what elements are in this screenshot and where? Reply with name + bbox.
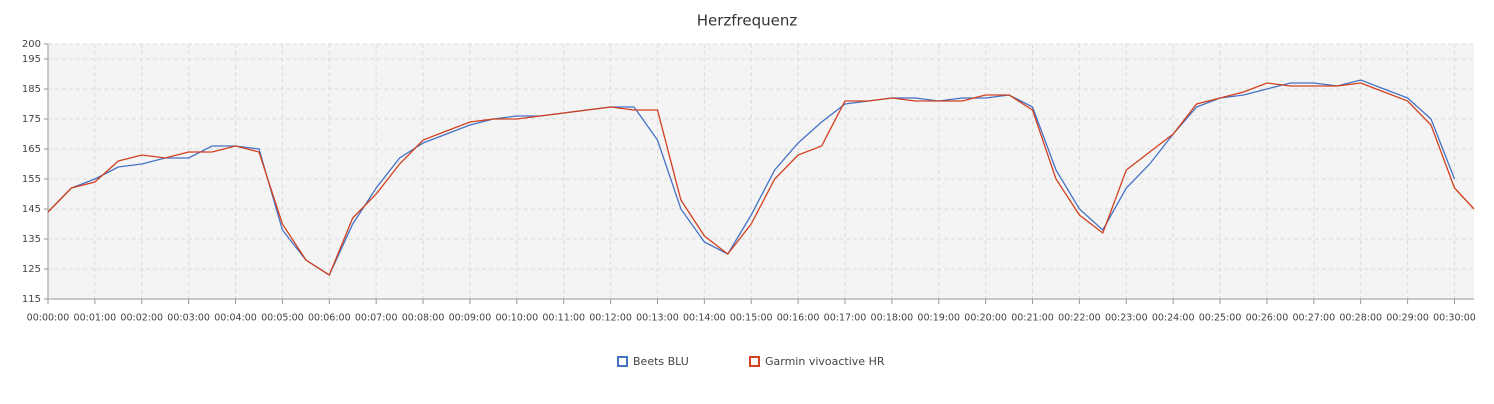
y-tick-label: 145 <box>22 204 41 215</box>
x-tick-label: 00:10:00 <box>495 313 538 324</box>
x-tick-label: 00:18:00 <box>871 313 914 324</box>
legend-marker <box>749 356 760 367</box>
x-tick-label: 00:23:00 <box>1105 313 1148 324</box>
x-tick-label: 00:26:00 <box>1246 313 1289 324</box>
x-tick-label: 00:08:00 <box>402 313 445 324</box>
x-tick-label: 00:02:00 <box>120 313 163 324</box>
x-tick-label: 00:27:00 <box>1292 313 1335 324</box>
x-tick-label: 00:01:00 <box>74 313 117 324</box>
legend-label: Beets BLU <box>633 355 689 368</box>
x-tick-label: 00:16:00 <box>777 313 820 324</box>
x-tick-label: 00:21:00 <box>1011 313 1054 324</box>
x-tick-label: 00:14:00 <box>683 313 726 324</box>
x-tick-label: 00:05:00 <box>261 313 304 324</box>
y-tick-label: 165 <box>22 144 41 155</box>
x-tick-label: 00:22:00 <box>1058 313 1101 324</box>
series-line <box>47 82 1475 276</box>
x-tick-label: 00:11:00 <box>542 313 585 324</box>
x-tick-label: 00:15:00 <box>730 313 773 324</box>
x-tick-label: 00:04:00 <box>214 313 257 324</box>
x-tick-label: 00:20:00 <box>964 313 1007 324</box>
y-tick-label: 175 <box>22 114 41 125</box>
x-tick-label: 00:13:00 <box>636 313 679 324</box>
x-tick-label: 00:30:00 <box>1433 313 1476 324</box>
x-tick-label: 00:28:00 <box>1339 313 1382 324</box>
y-tick-label: 125 <box>22 264 41 275</box>
x-tick-label: 00:24:00 <box>1152 313 1195 324</box>
x-tick-label: 00:19:00 <box>917 313 960 324</box>
x-tick-label: 00:00:00 <box>27 313 70 324</box>
legend-marker <box>617 356 628 367</box>
x-tick-label: 00:12:00 <box>589 313 632 324</box>
x-tick-label: 00:03:00 <box>167 313 210 324</box>
x-tick-label: 00:09:00 <box>449 313 492 324</box>
x-tick-label: 00:29:00 <box>1386 313 1429 324</box>
y-tick-label: 185 <box>22 84 41 95</box>
y-tick-label: 155 <box>22 174 41 185</box>
x-tick-label: 00:25:00 <box>1199 313 1242 324</box>
y-tick-label: 200 <box>22 39 41 50</box>
x-tick-label: 00:17:00 <box>824 313 867 324</box>
y-tick-label: 195 <box>22 54 41 65</box>
chart-title: Herzfrequenz <box>697 12 798 30</box>
y-tick-label: 135 <box>22 234 41 245</box>
plot-area <box>48 44 1474 299</box>
legend-label: Garmin vivoactive HR <box>765 355 885 368</box>
x-tick-label: 00:06:00 <box>308 313 351 324</box>
y-tick-label: 115 <box>22 294 41 305</box>
x-tick-label: 00:07:00 <box>355 313 398 324</box>
